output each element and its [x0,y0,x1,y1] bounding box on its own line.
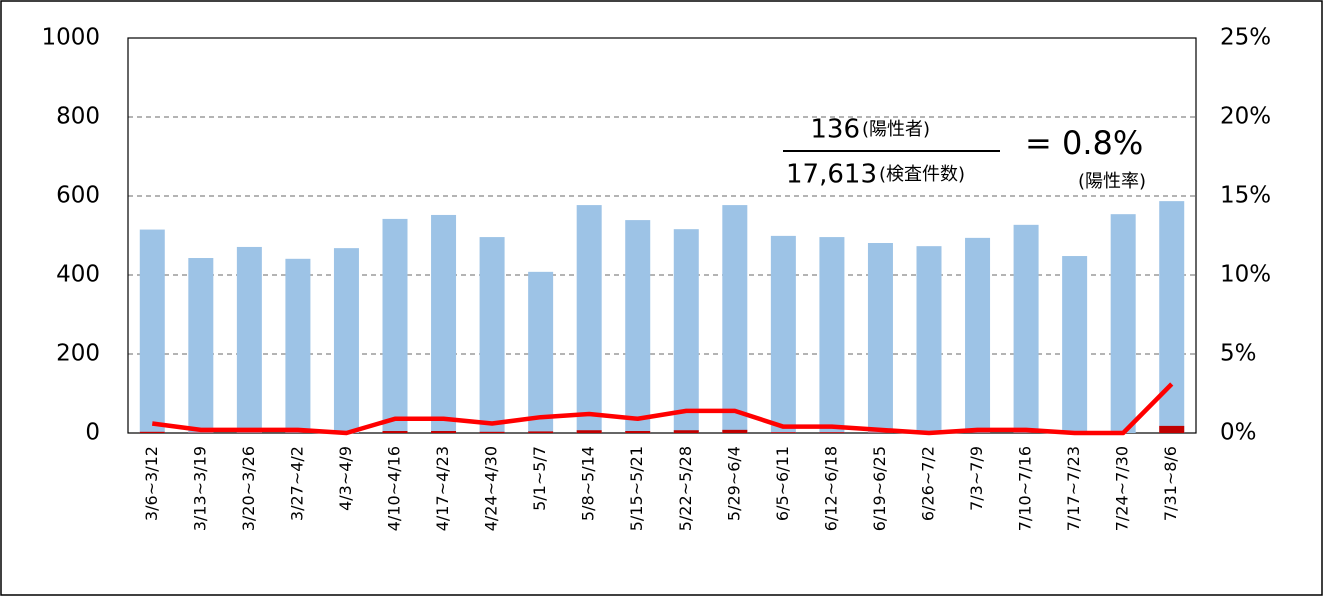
bar [722,205,748,433]
bar [528,431,554,433]
x-tick-label: 5/1~5/7 [530,446,549,511]
bar [625,431,651,433]
x-tick-label: 6/26~7/2 [919,446,938,521]
numerator: 136 [810,115,860,145]
bar [576,205,602,433]
y2-tick-label: 5% [1220,341,1257,367]
bar [479,237,505,433]
x-tick-label: 5/22~5/28 [676,446,695,531]
x-tick-label: 6/5~6/11 [773,446,792,521]
y-tick-label: 0 [85,420,100,446]
y-tick-label: 200 [56,341,100,367]
plot-frame [127,37,1197,434]
y-tick-label: 600 [56,183,100,209]
bar [819,432,845,433]
y-tick-label: 800 [56,104,100,130]
bar [673,229,699,433]
y2-tick-label: 15% [1220,183,1271,209]
x-tick-label: 5/29~6/4 [724,446,743,521]
result-label: (陽性率) [1078,171,1146,192]
x-tick-label: 7/17~7/23 [1064,446,1083,531]
x-tick-label: 4/10~4/16 [385,446,404,531]
x-tick-label: 7/10~7/16 [1016,446,1035,531]
bar [333,248,359,433]
bar [236,246,262,433]
bar [139,431,165,433]
bar [1159,201,1185,433]
bar [673,430,699,433]
bar [722,429,748,433]
x-tick-label: 4/3~4/9 [336,446,355,511]
y2-tick-label: 25% [1220,25,1271,51]
line [151,382,1174,436]
bar [1110,214,1136,433]
denominator-label: (検査件数) [879,164,965,185]
y-tick-label: 400 [56,262,100,288]
denominator: 17,613 [786,160,877,190]
bar [576,430,602,433]
x-tick-label: 4/17~4/23 [433,446,452,531]
y2-tick-label: 20% [1220,104,1271,130]
y2-tick-label: 0% [1220,420,1257,446]
x-tick-label: 3/20~3/26 [239,446,258,531]
x-tick-label: 6/19~6/25 [870,446,889,531]
x-tick-label: 5/15~5/21 [627,446,646,531]
x-tick-label: 7/24~7/30 [1113,446,1132,531]
y2-tick-label: 10% [1220,262,1271,288]
numerator-label: (陽性者) [862,119,930,140]
bar [1062,256,1088,433]
x-tick-label: 5/8~5/14 [579,446,598,521]
bar [916,246,942,433]
x-tick-label: 7/3~7/9 [967,446,986,511]
bar [139,229,165,433]
x-tick-label: 6/12~6/18 [821,446,840,531]
bar [431,431,457,433]
bar [188,258,214,433]
bar [382,218,408,433]
bar [431,214,457,433]
bar [1159,425,1185,433]
x-tick-label: 3/6~3/12 [142,446,161,521]
bar [867,243,893,433]
bar [1013,224,1039,433]
bar [479,431,505,433]
bar [819,237,845,433]
result: = 0.8% [1025,124,1143,162]
x-tick-label: 3/13~3/19 [190,446,209,531]
bar [285,258,311,433]
bar [625,220,651,433]
bar [528,271,554,433]
x-tick-label: 7/31~8/6 [1161,446,1180,521]
x-tick-label: 4/24~4/30 [482,446,501,531]
bar [965,237,991,433]
x-tick-label: 3/27~4/2 [287,446,306,521]
bar [382,431,408,433]
bar [770,432,796,433]
y-tick-label: 1000 [41,25,100,51]
annotation: 136 (陽性者) 17,613 (検査件数) = 0.8% (陽性率) [783,115,1146,192]
bar [770,235,796,433]
